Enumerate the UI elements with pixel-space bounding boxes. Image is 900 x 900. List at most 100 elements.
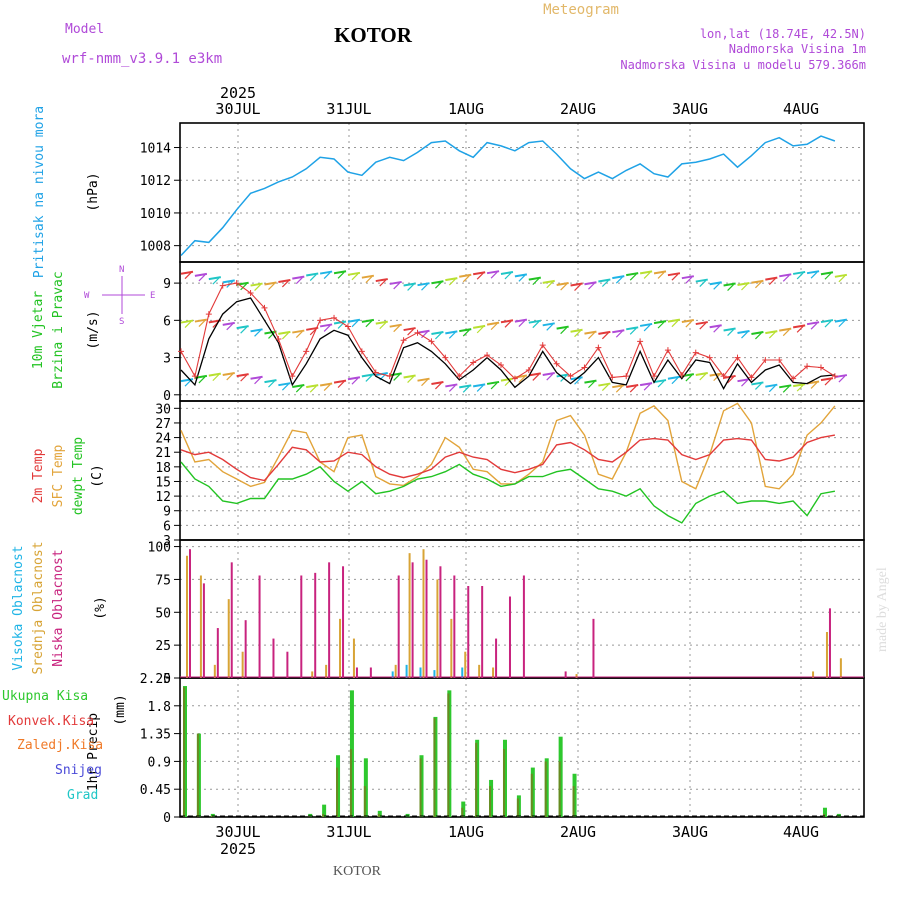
wind-barb (361, 318, 375, 323)
wind-barb-flag (588, 332, 595, 340)
total-rain-bar (308, 813, 313, 817)
wind-barb-flag (462, 385, 470, 393)
temp-title: 2m Temp (31, 448, 46, 503)
wind-ytick-label: 6 (163, 314, 171, 329)
wind-barb-flag (574, 377, 581, 385)
wind-barb (264, 379, 277, 384)
wind-barb (709, 281, 722, 286)
wind-barb-flag (782, 274, 790, 282)
lonlat-label: lon,lat (18.74E, 42.5N) (700, 27, 866, 41)
wind-barb (751, 330, 764, 335)
wind-barb (250, 328, 263, 333)
wind-barb (389, 280, 402, 285)
wind-barb-flag (532, 278, 540, 286)
xtick-label-bottom: 2AUG (560, 823, 596, 841)
wind-barb (834, 318, 848, 323)
convective-rain-bar (530, 773, 533, 817)
wind-barb-flag (727, 376, 735, 384)
mid-cloud-bar (227, 599, 230, 678)
low-cloud-bar (522, 575, 525, 678)
clouds-ytick-label: 100 (148, 541, 171, 556)
total-rain-bar (405, 813, 410, 817)
wind-barb (612, 384, 625, 389)
clouds-ytick-label: 25 (155, 639, 171, 654)
wind-barb (333, 379, 347, 384)
wind-barb-flag (838, 275, 846, 283)
wind-barb (194, 318, 208, 323)
wind-barb (779, 273, 792, 278)
clouds-panel: 100 75 50 25 0 (148, 539, 865, 687)
wind-barb-flag (268, 332, 275, 339)
model-elevation-label: Nadmorska Visina u modelu 579.366m (620, 58, 866, 72)
compass-w: W (84, 291, 90, 301)
wind-barb-flag (546, 373, 554, 381)
wind-barb-flag (281, 332, 289, 340)
wind-ytick-label: 0 (163, 389, 171, 404)
wind-gust-marker (720, 373, 727, 380)
low-cloud-bar (467, 586, 470, 678)
pressure-line (180, 135, 836, 257)
total-rain-bar (822, 807, 827, 817)
precip-bars (183, 686, 841, 817)
wind-barb (834, 374, 848, 379)
wind-barb (319, 270, 333, 275)
wind-barb-flag (407, 328, 415, 336)
wind-gust-marker (386, 373, 393, 380)
pressure-ytick-label: 1012 (140, 174, 171, 189)
wind-barb-flag (184, 379, 192, 387)
wind-barb (792, 383, 806, 388)
wind-barb (820, 319, 834, 324)
wind-barb (737, 330, 750, 335)
wind-barb (222, 279, 235, 284)
wind-gust-marker (734, 354, 741, 361)
cloud-bars (186, 549, 842, 678)
precip-frame (179, 677, 865, 818)
wind-barb (431, 380, 444, 385)
wind-gust-marker (344, 323, 351, 330)
wind-barb-flag (240, 374, 248, 382)
temp-ytick-label: 24 (155, 432, 171, 447)
wind-barb (445, 383, 458, 388)
wind-barb-flag (546, 281, 554, 289)
wind-barb (653, 320, 667, 325)
wind-barb (792, 270, 806, 275)
wind-gust-marker (664, 347, 671, 354)
wind-gust-marker (261, 304, 268, 311)
model-name: wrf-nmm_v3.9.1 e3km (62, 51, 222, 67)
wind-barb-flag (713, 282, 721, 290)
wind-barb (292, 329, 305, 334)
wind-barb (389, 323, 402, 328)
wind-barb (319, 382, 333, 387)
xtick-label-top: 1AUG (448, 100, 484, 118)
wind-barb-flag (782, 329, 790, 337)
wind-barb (472, 383, 486, 388)
convective-rain-bar (433, 718, 436, 817)
wind-barb (779, 384, 792, 389)
wind-unit: (m/s) (86, 310, 101, 349)
clouds-title: Visoka Oblacnost (11, 545, 26, 670)
wind-barb (514, 318, 528, 323)
convective-rain-bar (475, 742, 478, 817)
legend-hail: Grad (67, 788, 98, 803)
mid-cloud-bar (241, 651, 244, 678)
mid-cloud-bar (352, 638, 355, 678)
wind-barb (584, 330, 597, 335)
convective-rain-bar (822, 813, 825, 817)
wind-barb-flag (754, 383, 762, 390)
wind-barb (250, 375, 263, 380)
legend-freezing-rain: Zaledj.Kisa (17, 738, 103, 753)
wind-barb-flag (601, 280, 609, 287)
wind-barb (695, 371, 708, 376)
wind-barb-flag (421, 379, 428, 387)
wind-gust-marker (539, 342, 546, 349)
wind-gust-marker (442, 354, 449, 361)
wind-barb-flag (504, 272, 512, 280)
wind-barb (375, 320, 388, 325)
wind-barb-flag (323, 325, 331, 332)
wind-barb-flag (560, 327, 568, 335)
low-cloud-bar (439, 566, 442, 678)
wind-gust-marker (289, 373, 296, 380)
wind-barb-flag (448, 278, 456, 286)
low-cloud-bar (286, 651, 289, 678)
